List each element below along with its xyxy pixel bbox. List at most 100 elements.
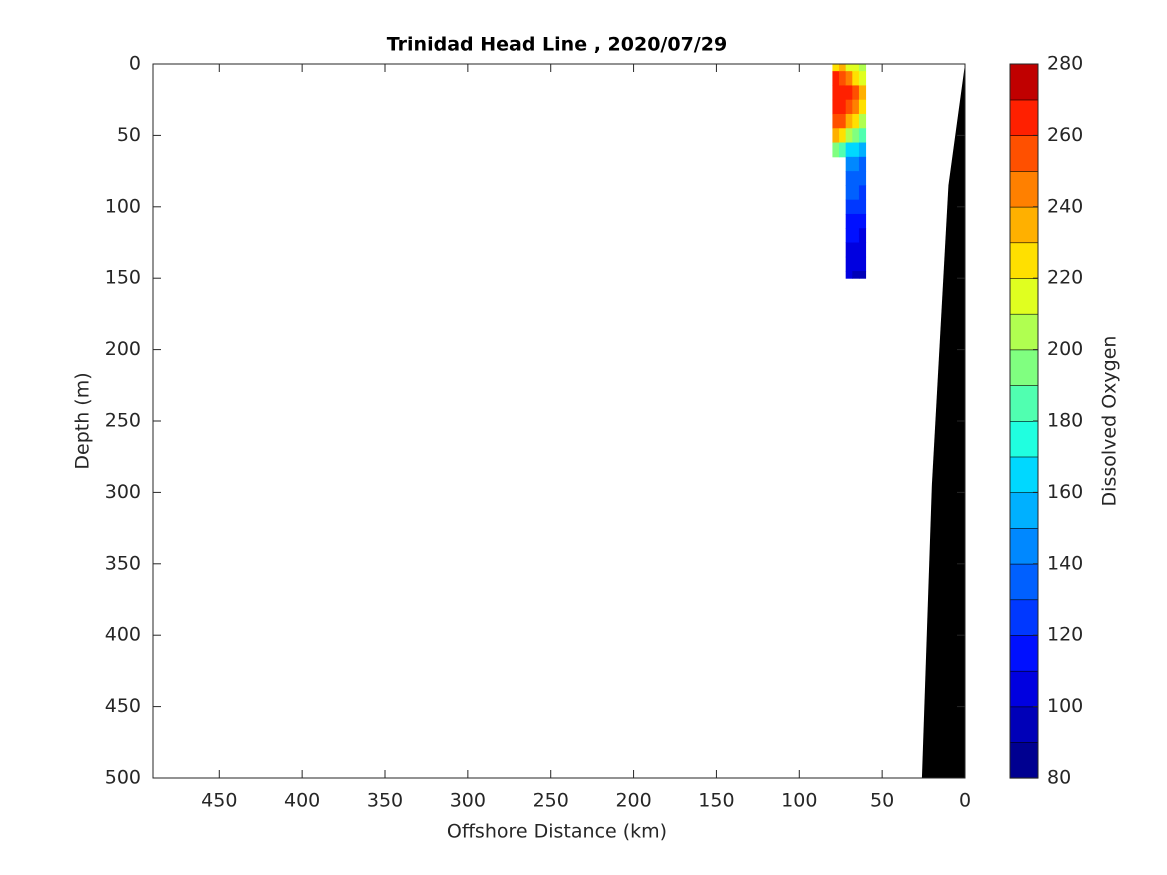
x-tick-label: 400 xyxy=(284,790,320,812)
oxygen-cell xyxy=(832,64,840,72)
oxygen-cell xyxy=(852,228,860,243)
colorbar-band xyxy=(1009,492,1039,529)
oxygen-cell xyxy=(845,64,853,72)
x-tick-label: 50 xyxy=(870,790,894,812)
oxygen-cell xyxy=(839,64,847,72)
y-tick-label: 50 xyxy=(117,124,141,146)
y-axis-label: Depth (m) xyxy=(72,372,94,469)
colorbar-band xyxy=(1009,242,1039,279)
oxygen-cell xyxy=(852,242,860,258)
oxygen-cell xyxy=(852,113,860,129)
colorbar-band xyxy=(1009,527,1039,565)
oxygen-cell xyxy=(839,85,847,101)
oxygen-cell xyxy=(858,228,867,243)
oxygen-cell xyxy=(858,242,867,258)
oxygen-cell xyxy=(858,99,867,115)
colorbar-tick-label: 260 xyxy=(1047,124,1083,146)
y-tick-label: 500 xyxy=(105,767,141,789)
oxygen-cell xyxy=(839,142,847,158)
oxygen-cell xyxy=(845,199,853,215)
oxygen-cell xyxy=(845,242,853,258)
colorbar-band xyxy=(1009,63,1039,101)
oxygen-cell xyxy=(845,228,853,243)
colorbar-band xyxy=(1009,384,1039,422)
oxygen-cell xyxy=(852,85,860,101)
colorbar-band xyxy=(1009,634,1039,672)
y-tick-label: 450 xyxy=(105,695,141,717)
oxygen-cell xyxy=(832,113,840,129)
oxygen-cell xyxy=(845,85,853,101)
colorbar-tick-label: 120 xyxy=(1047,624,1083,646)
x-tick-label: 150 xyxy=(698,790,734,812)
oxygen-cell xyxy=(845,71,853,86)
colorbar-band xyxy=(1009,170,1039,208)
oxygen-cell xyxy=(852,142,860,158)
oxygen-cell xyxy=(839,99,847,115)
colorbar-label: Dissolved Oxygen xyxy=(1099,336,1121,507)
oxygen-cell xyxy=(852,99,860,115)
colorbar-band xyxy=(1009,420,1039,458)
oxygen-cell xyxy=(852,64,860,72)
oxygen-cell xyxy=(858,256,867,272)
oxygen-cell xyxy=(839,71,847,86)
colorbar-tick-label: 200 xyxy=(1047,338,1083,360)
oxygen-cell xyxy=(845,171,853,186)
bathymetry xyxy=(921,64,965,778)
y-tick-label: 250 xyxy=(105,410,141,432)
x-tick-label: 350 xyxy=(367,790,403,812)
x-tick-label: 200 xyxy=(615,790,651,812)
oxygen-cell xyxy=(845,156,853,172)
oxygen-cell xyxy=(858,128,867,144)
oxygen-cell xyxy=(858,185,867,201)
colorbar-band xyxy=(1009,313,1039,351)
oxygen-cell xyxy=(858,142,867,158)
oxygen-cell xyxy=(839,113,847,129)
colorbar-tick-label: 140 xyxy=(1047,552,1083,574)
oxygen-cell xyxy=(858,271,867,279)
colorbar-tick-label: 240 xyxy=(1047,195,1083,217)
colorbar-band xyxy=(1009,206,1039,244)
oxygen-cell xyxy=(858,71,867,86)
x-tick-label: 300 xyxy=(450,790,486,812)
colorbar-band xyxy=(1009,599,1039,636)
oxygen-cell xyxy=(845,185,853,201)
oxygen-cell xyxy=(845,213,853,229)
oxygen-cell xyxy=(832,128,840,144)
colorbar-band xyxy=(1009,277,1039,315)
oxygen-cell xyxy=(832,142,840,158)
colorbar-tick-label: 100 xyxy=(1047,695,1083,717)
oxygen-cell xyxy=(852,256,860,272)
oxygen-cell xyxy=(845,256,853,272)
oxygen-cell xyxy=(858,199,867,215)
colorbar-band xyxy=(1009,135,1039,172)
oxygen-cell xyxy=(858,156,867,172)
oxygen-cell xyxy=(858,171,867,186)
oxygen-cell xyxy=(839,128,847,144)
oxygen-cell xyxy=(858,213,867,229)
oxygen-cell xyxy=(845,271,853,279)
plot-frame xyxy=(152,63,966,779)
oxygen-cell xyxy=(852,71,860,86)
y-tick-label: 0 xyxy=(129,53,141,75)
x-tick-label: 450 xyxy=(201,790,237,812)
x-tick-label: 100 xyxy=(781,790,817,812)
oxygen-cell xyxy=(832,71,840,86)
chart-title: Trinidad Head Line , 2020/07/29 xyxy=(387,34,727,56)
colorbar-band xyxy=(1009,456,1039,494)
oxygen-cell xyxy=(852,271,860,279)
oxygen-cell xyxy=(852,213,860,229)
y-tick-label: 150 xyxy=(105,267,141,289)
colorbar-tick-label: 180 xyxy=(1047,410,1083,432)
x-axis-label: Offshore Distance (km) xyxy=(447,821,667,843)
oxygen-cell xyxy=(852,171,860,186)
oxygen-cell xyxy=(845,128,853,144)
colorbar-band xyxy=(1009,741,1039,779)
colorbar-tick-label: 160 xyxy=(1047,481,1083,503)
colorbar-band xyxy=(1009,349,1039,386)
colorbar-band xyxy=(1009,99,1039,136)
colorbar-tick-label: 220 xyxy=(1047,267,1083,289)
oxygen-cell xyxy=(845,142,853,158)
oxygen-cell xyxy=(845,113,853,129)
y-tick-label: 400 xyxy=(105,624,141,646)
